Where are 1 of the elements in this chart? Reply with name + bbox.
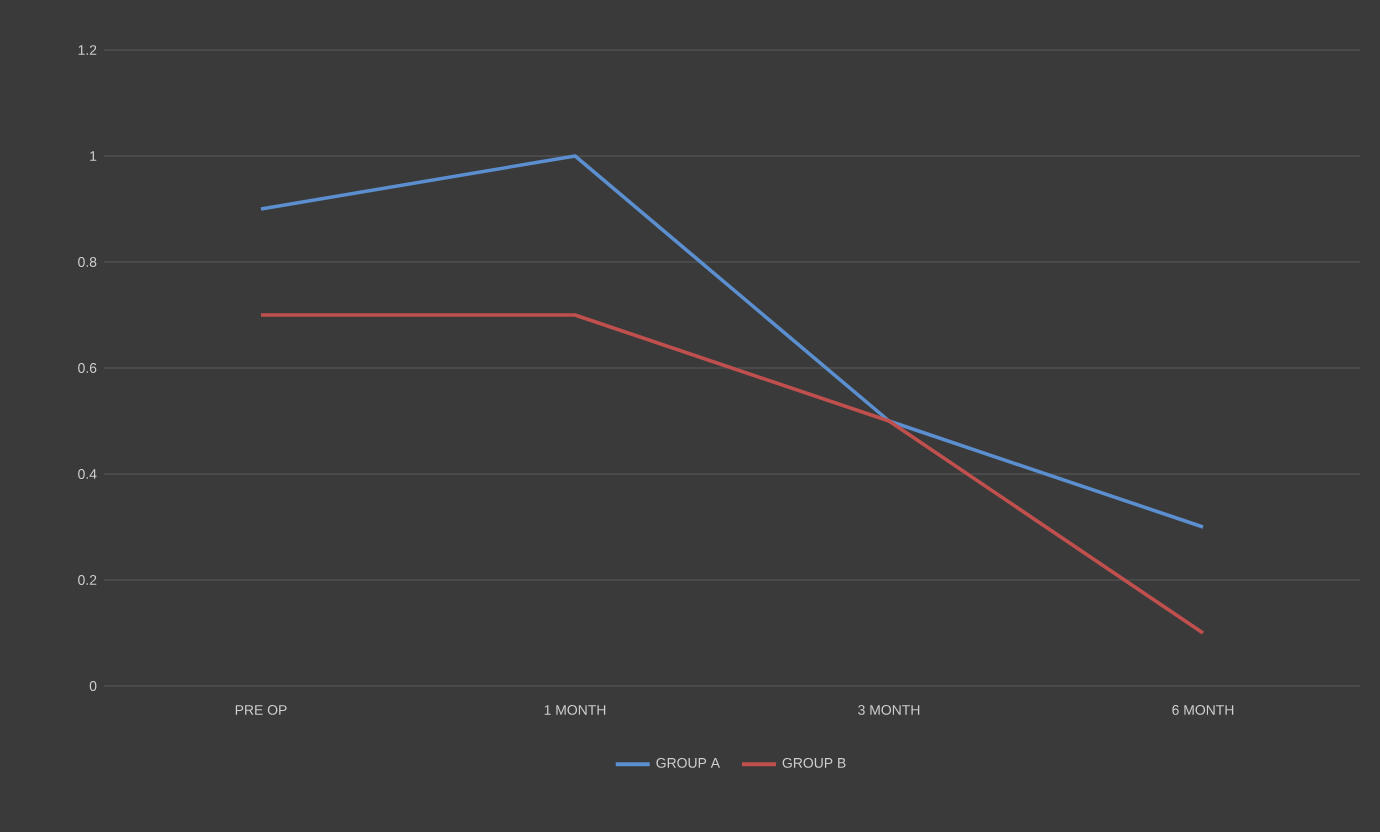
line-series xyxy=(259,154,1205,529)
